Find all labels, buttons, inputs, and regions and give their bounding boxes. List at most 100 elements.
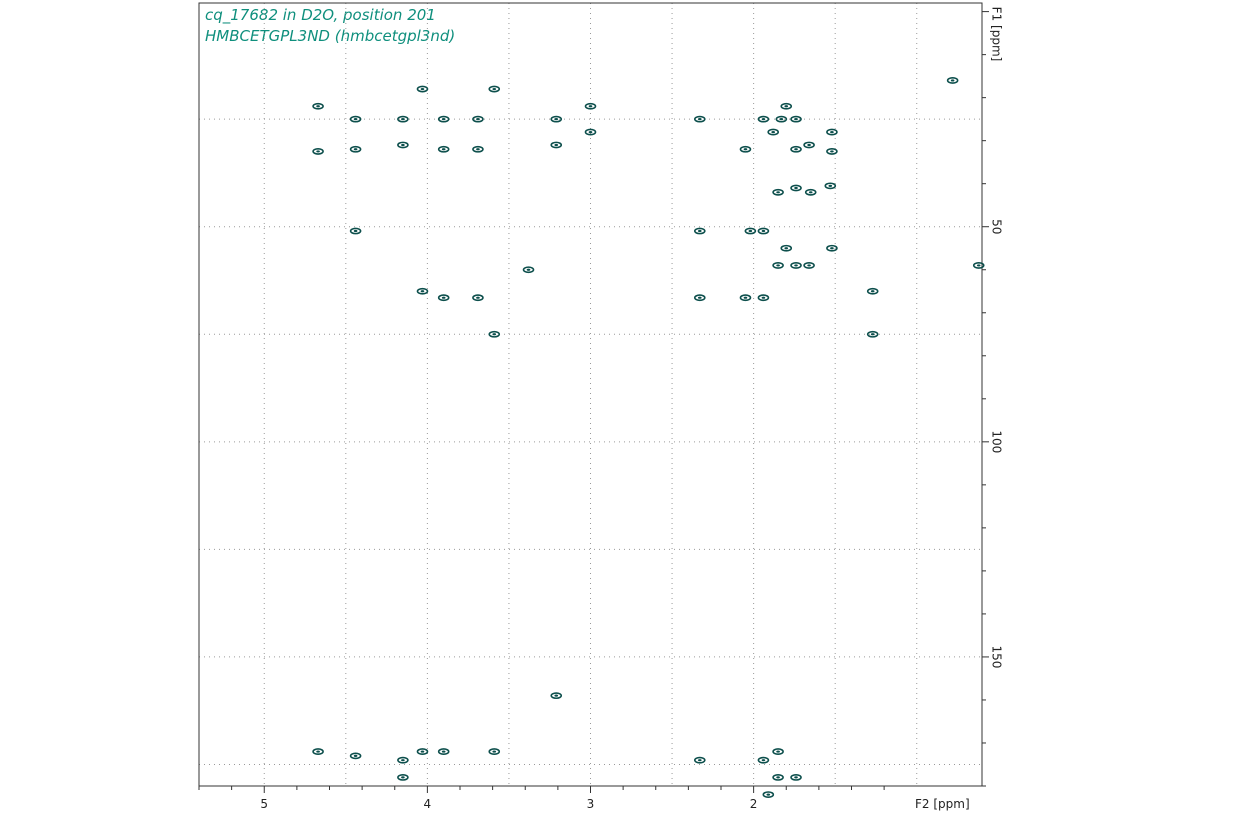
peak — [826, 128, 838, 136]
peak-contour-inner — [808, 191, 813, 194]
peak — [437, 115, 450, 123]
peak-contour-outer — [349, 145, 362, 153]
peak — [584, 128, 597, 136]
peak-layer — [312, 77, 985, 799]
peak-contour-outer — [416, 287, 429, 295]
peak-contour-outer — [488, 748, 501, 755]
peak-contour-inner — [776, 776, 780, 779]
peak-contour-outer — [826, 128, 838, 136]
peak-contour-outer — [775, 115, 788, 123]
peak-contour-outer — [397, 756, 409, 764]
peak-contour-outer — [550, 141, 563, 149]
peak — [757, 756, 770, 764]
y-tick-label: 50 — [990, 219, 1004, 234]
peak-contour-inner — [830, 130, 834, 134]
peak — [757, 294, 770, 302]
peak — [757, 115, 770, 123]
peak-contour-outer — [584, 128, 597, 136]
peak-contour-outer — [772, 188, 784, 196]
peak-contour-inner — [401, 759, 405, 762]
peak-contour-outer — [739, 145, 752, 153]
peak — [744, 227, 757, 235]
peak — [312, 102, 324, 110]
peak-contour-outer — [826, 148, 838, 155]
peak-contour-inner — [492, 333, 497, 336]
x-tick-label: 5 — [260, 797, 268, 811]
peak-contour-inner — [353, 229, 358, 233]
peak — [472, 115, 484, 123]
peak — [790, 262, 802, 269]
peak-contour-inner — [761, 229, 766, 233]
peak — [522, 266, 535, 274]
peak — [349, 752, 362, 760]
peak-contour-outer — [744, 227, 757, 235]
peak — [693, 756, 706, 764]
peak-contour-inner — [794, 148, 798, 151]
peak-contour-inner — [794, 776, 798, 779]
y-axis-label: F1 [ppm] — [990, 7, 1004, 62]
peak — [780, 244, 793, 252]
peak-contour-inner — [807, 143, 811, 147]
peak-contour-inner — [743, 296, 748, 299]
peak-contour-inner — [761, 296, 766, 299]
peak-contour-inner — [476, 118, 480, 121]
peak-contour-inner — [441, 118, 446, 121]
peak-contour-inner — [828, 184, 833, 187]
peak — [790, 184, 802, 192]
peak — [772, 262, 784, 269]
peak-contour-inner — [776, 191, 780, 194]
peak — [397, 773, 409, 781]
x-tick-label: 3 — [587, 797, 595, 811]
peak-contour-outer — [824, 182, 837, 190]
peak-contour-inner — [776, 750, 780, 753]
peak-contour-inner — [588, 105, 593, 108]
peak-contour-inner — [401, 776, 405, 779]
peak-contour-outer — [437, 294, 450, 302]
peak-contour-inner — [771, 130, 775, 134]
peak-contour-inner — [830, 150, 834, 153]
peak-contour-outer — [866, 287, 879, 295]
peak-contour-inner — [316, 750, 320, 753]
peak — [472, 294, 484, 302]
peak-contour-inner — [870, 333, 875, 336]
peak-contour-inner — [950, 79, 955, 82]
peak-contour-inner — [441, 750, 446, 753]
peak-contour-outer — [972, 262, 985, 269]
peak — [437, 748, 450, 755]
peak — [550, 692, 563, 700]
peak-contour-outer — [790, 184, 802, 192]
peak — [693, 294, 706, 302]
peak — [762, 791, 775, 799]
peak-contour-outer — [693, 115, 706, 123]
peak-contour-inner — [794, 186, 798, 190]
peak — [416, 287, 429, 295]
peak — [739, 294, 752, 302]
peak — [416, 748, 429, 755]
peak-contour-outer — [780, 102, 793, 110]
peak-contour-outer — [804, 188, 817, 196]
peak-contour-outer — [472, 294, 484, 302]
peak-contour-outer — [757, 227, 770, 235]
peak-contour-outer — [739, 294, 752, 302]
peak-contour-inner — [316, 150, 320, 153]
peak-contour-outer — [772, 773, 784, 781]
peak-contour-outer — [349, 115, 362, 123]
peak — [772, 773, 784, 781]
peak-contour-inner — [870, 290, 875, 293]
peak-contour-outer — [488, 85, 501, 93]
peak-contour-outer — [472, 145, 484, 153]
peak-contour-inner — [784, 105, 789, 108]
peak-contour-outer — [693, 227, 706, 235]
peak-contour-outer — [550, 692, 563, 700]
peak — [550, 115, 563, 123]
peak-contour-outer — [757, 294, 770, 302]
peak — [790, 773, 802, 781]
peak-contour-inner — [779, 118, 784, 121]
peak-contour-inner — [807, 264, 811, 267]
peak-contour-inner — [697, 759, 702, 762]
peak — [826, 244, 838, 252]
peak-contour-inner — [976, 264, 981, 267]
x-axis-label: F2 [ppm] — [915, 797, 970, 811]
peak — [488, 85, 501, 93]
peak — [550, 141, 563, 149]
